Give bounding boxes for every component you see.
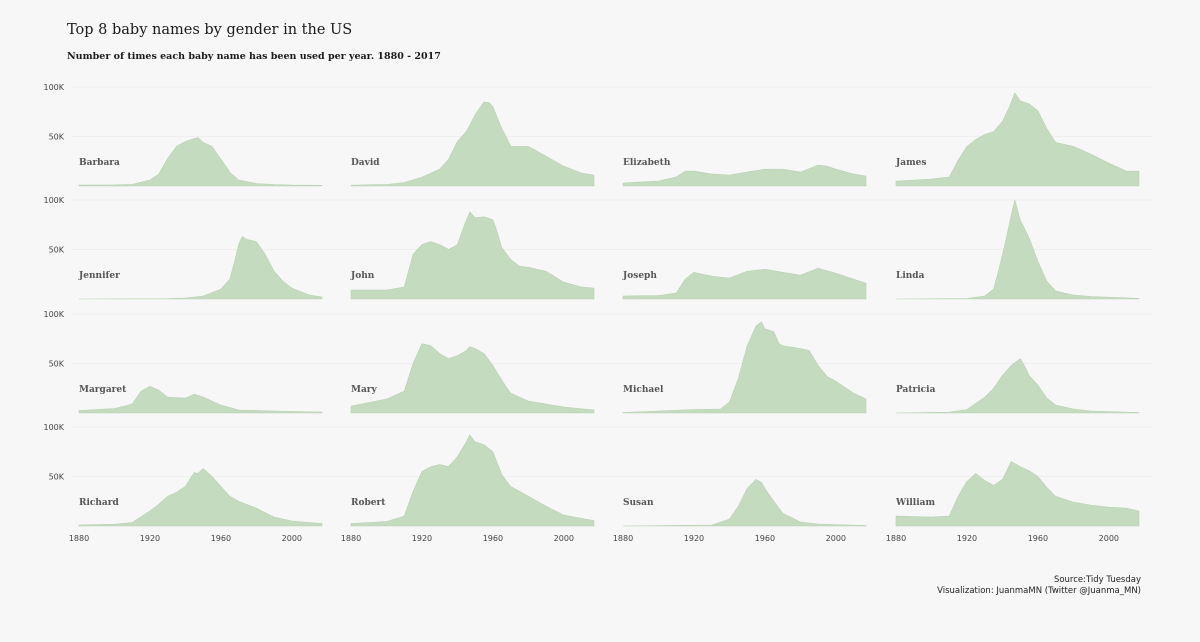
area-patricia [895, 358, 1140, 414]
y-tick-label: 100K [43, 310, 64, 319]
area-richard [78, 468, 323, 527]
area-michael [622, 321, 867, 414]
series-label-jennifer: Jennifer [78, 271, 120, 281]
series-label-robert: Robert [351, 498, 386, 508]
series-label-elizabeth: Elizabeth [623, 158, 671, 168]
series-label-michael: Michael [623, 385, 664, 395]
y-tick-label: 100K [43, 423, 64, 432]
series-label-mary: Mary [351, 385, 378, 395]
x-tick-label: 1880 [69, 534, 89, 543]
series-label-william: William [895, 498, 935, 508]
chart-title: Top 8 baby names by gender in the US [67, 22, 352, 38]
series-label-richard: Richard [79, 498, 119, 508]
panels-group: 100K 50K 100K 50K 100K 50K 100K 50K Barbara David… [43, 83, 1153, 543]
x-tick-label: 1920 [412, 534, 432, 543]
series-label-patricia: Patricia [896, 385, 936, 395]
x-tick-label: 1880 [613, 534, 633, 543]
area-margaret [78, 385, 323, 414]
x-tick-label: 1960 [755, 534, 775, 543]
x-tick-label: 1960 [483, 534, 503, 543]
area-william [895, 461, 1140, 527]
area-jennifer [78, 236, 323, 300]
series-label-margaret: Margaret [79, 385, 127, 395]
series-label-john: John [350, 271, 375, 281]
x-tick-label: 2000 [554, 534, 574, 543]
x-tick-label: 1960 [211, 534, 231, 543]
caption-credit: Visualization: JuanmaMN (Twitter @Juanma… [937, 586, 1141, 596]
area-james [895, 92, 1140, 187]
area-elizabeth [622, 164, 867, 187]
series-label-linda: Linda [896, 271, 925, 281]
area-joseph [622, 267, 867, 300]
area-mary [350, 343, 595, 414]
area-david [350, 101, 595, 187]
y-tick-label: 100K [43, 83, 64, 92]
series-label-james: James [895, 158, 926, 168]
y-tick-label: 50K [49, 473, 65, 482]
y-tick-label: 50K [49, 133, 65, 142]
area-robert [350, 434, 595, 527]
x-tick-label: 1920 [140, 534, 160, 543]
area-barbara [78, 137, 323, 187]
x-tick-label: 1880 [886, 534, 906, 543]
x-tick-label: 1920 [684, 534, 704, 543]
y-tick-label: 100K [43, 196, 64, 205]
series-label-joseph: Joseph [622, 271, 657, 281]
y-tick-label: 50K [49, 246, 65, 255]
series-label-david: David [351, 158, 380, 168]
x-tick-label: 2000 [826, 534, 846, 543]
area-linda [895, 199, 1140, 300]
x-tick-label: 2000 [1099, 534, 1119, 543]
caption-source: Source:Tidy Tuesday [1054, 575, 1141, 585]
chart-subtitle: Number of times each baby name has been … [67, 51, 441, 62]
x-tick-label: 2000 [282, 534, 302, 543]
x-tick-label: 1880 [341, 534, 361, 543]
series-label-barbara: Barbara [79, 158, 120, 168]
series-label-susan: Susan [623, 498, 654, 508]
area-susan [622, 479, 867, 527]
y-tick-label: 50K [49, 360, 65, 369]
x-tick-label: 1920 [957, 534, 977, 543]
x-tick-label: 1960 [1028, 534, 1048, 543]
area-john [350, 211, 595, 300]
